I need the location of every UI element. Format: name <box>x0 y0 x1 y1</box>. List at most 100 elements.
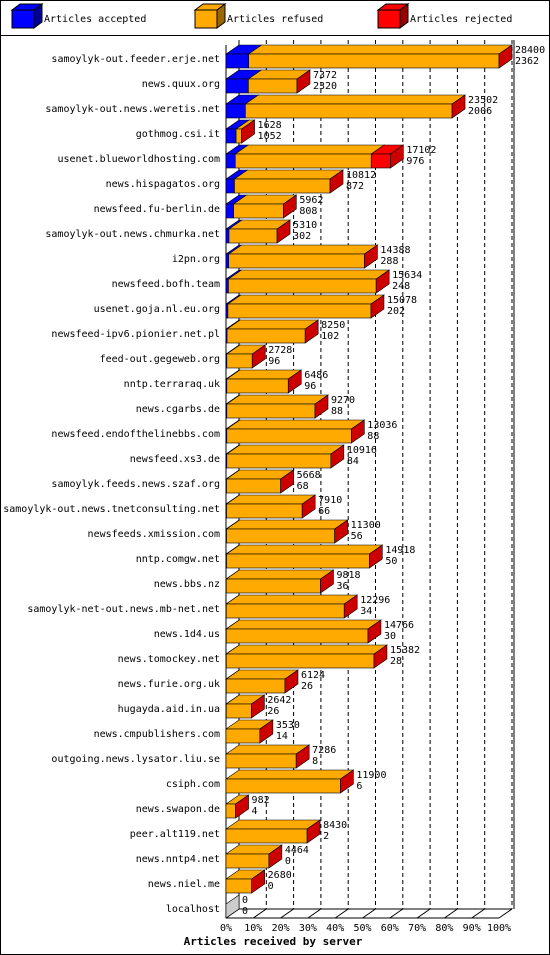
y-tick-label: news.hispagatos.org <box>106 179 220 190</box>
bar-label-total: 2728 <box>268 345 292 356</box>
bar-side <box>251 694 265 719</box>
bar-top <box>225 594 359 605</box>
bar-side <box>235 794 249 819</box>
bar-label-total: 5668 <box>297 470 321 481</box>
bar-label-accepted: 66 <box>318 506 330 517</box>
bar-label-total: 13036 <box>367 420 397 431</box>
bar-side <box>370 294 385 319</box>
bar-side <box>251 344 266 369</box>
bar <box>225 278 229 294</box>
bar <box>225 603 345 619</box>
y-tick-label: newsfeeds.xmission.com <box>88 529 220 540</box>
bar-side <box>306 819 321 844</box>
bar-label-total: 2680 <box>268 870 292 881</box>
tick-mark <box>416 908 431 919</box>
legend-swatch <box>377 9 401 29</box>
bar-label-total: 9270 <box>331 395 355 406</box>
bar-label-total: 8250 <box>321 320 345 331</box>
y-tick-label: news.cmpublishers.com <box>94 729 220 740</box>
bar-label-total: 11300 <box>351 520 381 531</box>
bar-top <box>225 394 329 405</box>
bar-label-total: 6124 <box>301 670 325 681</box>
bar <box>225 103 246 119</box>
bar-label-total: 17102 <box>406 145 436 156</box>
x-tick-label: 50% <box>353 923 371 934</box>
y-tick-label: usenet.blueworldhosting.com <box>57 154 220 165</box>
tick-mark <box>253 908 267 919</box>
bar-label-accepted: 202 <box>387 306 405 317</box>
bar-label-accepted: 248 <box>392 281 410 292</box>
legend-label: Articles accepted <box>44 14 146 25</box>
y-tick-label: nntp.comgw.net <box>136 554 220 565</box>
y-tick-label: news.cgarbs.de <box>136 404 220 415</box>
bar <box>225 828 308 844</box>
bar-label-total: 14766 <box>384 620 414 631</box>
bar-label-total: 12296 <box>360 595 390 606</box>
legend-label: Articles rejected <box>410 14 512 25</box>
bar-label-total: 23502 <box>468 95 498 106</box>
bar-top <box>226 294 385 305</box>
tick-mark <box>307 908 322 919</box>
bar-label-accepted: 102 <box>321 331 339 342</box>
bar-label-accepted: 0 <box>242 906 248 917</box>
bar-top <box>225 569 335 580</box>
bar-side <box>284 669 299 694</box>
bar <box>226 378 289 394</box>
y-tick-label: localhost <box>166 904 220 915</box>
bar-label-total: 7910 <box>318 495 342 506</box>
bar-label-total: 0 <box>242 895 248 906</box>
bar-label-total: 5962 <box>299 195 323 206</box>
bar-label-accepted: 0 <box>268 881 274 892</box>
x-axis-title: Articles received by server <box>184 935 363 948</box>
bar-label-total: 1628 <box>258 120 282 131</box>
x-tick-label: 20% <box>272 923 290 934</box>
bar-label-total: 10916 <box>347 445 377 456</box>
bar <box>234 153 372 169</box>
bar-label-accepted: 302 <box>293 231 311 242</box>
y-tick-label: news.nntp4.net <box>136 854 220 865</box>
bar-label-accepted: 50 <box>385 556 397 567</box>
bar-top <box>247 44 513 55</box>
bar <box>226 403 316 419</box>
bar-side <box>351 419 365 444</box>
x-tick-label: 10% <box>244 923 262 934</box>
y-tick-label: newsfeed-ipv6.pionier.net.pl <box>51 329 220 340</box>
tick-mark <box>471 908 485 919</box>
y-tick-label: news.tomockey.net <box>118 654 220 665</box>
bar <box>226 428 352 444</box>
bar <box>225 203 234 219</box>
bar-side <box>369 544 383 569</box>
bar <box>245 103 453 119</box>
bar-label-accepted: 2320 <box>313 81 337 92</box>
bar-side <box>296 69 311 94</box>
bar-top <box>244 94 467 105</box>
y-tick-label: newsfeed.bofh.team <box>112 279 220 290</box>
bar-label-total: 5310 <box>293 220 317 231</box>
bar <box>226 353 253 369</box>
legend-label: Articles refused <box>227 14 323 25</box>
bar-top <box>227 269 391 280</box>
bar-label-accepted: 288 <box>380 256 398 267</box>
bar-label-total: 9818 <box>336 570 360 581</box>
bar-label-accepted: 2 <box>323 831 329 842</box>
bar <box>225 653 375 669</box>
legend-swatch <box>11 9 35 29</box>
y-tick-label: samoylyk-out.news.tnetconsulting.net <box>3 504 220 515</box>
tick-mark <box>362 908 376 919</box>
bar-label-accepted: 26 <box>267 706 279 717</box>
bar-top <box>225 744 311 755</box>
y-tick-label: newsfeed.xs3.de <box>130 454 220 465</box>
bar-side <box>283 194 297 219</box>
bar <box>226 503 303 519</box>
x-tick-label: 70% <box>408 923 426 934</box>
bar <box>225 853 270 869</box>
bar-side <box>304 319 319 344</box>
tick-mark <box>498 908 513 919</box>
bar-label-total: 3530 <box>276 720 300 731</box>
bar-label-total: 2642 <box>267 695 291 706</box>
bar-side <box>251 869 265 894</box>
bar-side <box>320 569 334 594</box>
bar-side <box>373 644 388 669</box>
tick-mark <box>444 908 458 919</box>
bar <box>226 328 306 344</box>
